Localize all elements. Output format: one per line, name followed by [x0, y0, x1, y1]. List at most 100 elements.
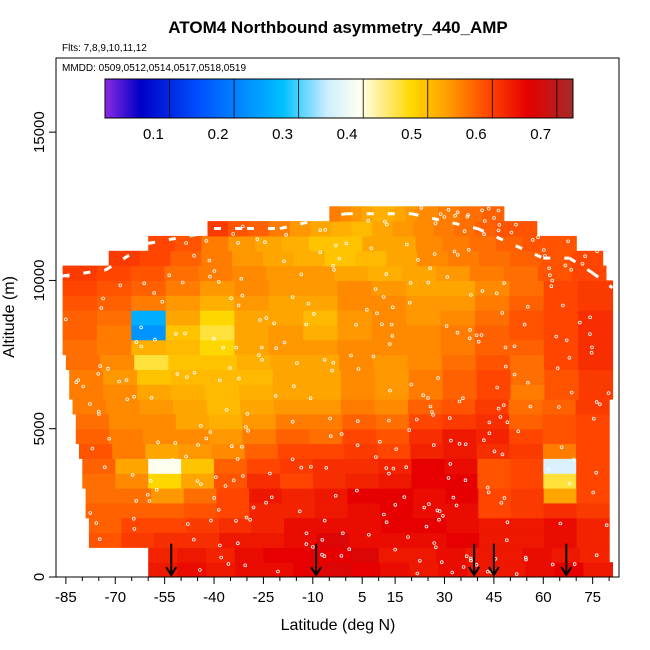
- sample-marker: [390, 334, 395, 338]
- sample-marker: [431, 443, 436, 447]
- heatmap-cell: [202, 354, 238, 370]
- heatmap-cell: [316, 517, 350, 534]
- heatmap-cell: [238, 369, 274, 385]
- heatmap-cell: [408, 369, 444, 385]
- sample-marker: [212, 336, 216, 341]
- sample-marker: [297, 509, 302, 514]
- heatmap-cell: [477, 458, 511, 474]
- sample-marker: [175, 372, 180, 376]
- sample-marker: [502, 281, 506, 285]
- heatmap-cell: [72, 399, 107, 415]
- sample-marker: [550, 278, 554, 283]
- heatmap-cell: [165, 295, 201, 311]
- heatmap-cell: [300, 265, 335, 281]
- heatmap-cell: [175, 428, 210, 445]
- heatmap-cell: [511, 532, 545, 548]
- sample-marker: [328, 416, 332, 421]
- sample-marker: [96, 409, 101, 414]
- heatmap-cell: [281, 235, 310, 252]
- heatmap-cell: [578, 280, 614, 296]
- sample-marker: [76, 378, 80, 383]
- heatmap-cell: [475, 280, 510, 296]
- y-axis: 0 5000 10000 15000: [31, 111, 56, 581]
- heatmap-cell: [62, 280, 98, 296]
- sample-marker: [595, 249, 599, 254]
- heatmap-cell: [381, 532, 415, 548]
- sample-marker: [152, 291, 157, 295]
- sample-marker: [561, 303, 565, 308]
- heatmap-cell: [142, 428, 177, 445]
- sample-marker: [139, 344, 144, 349]
- heatmap-cell: [214, 473, 248, 489]
- sample-marker: [192, 537, 196, 542]
- heatmap-cell: [504, 265, 539, 281]
- x-tick-label: -40: [203, 589, 225, 606]
- heatmap-cell: [509, 339, 545, 356]
- heatmap-cell: [388, 235, 417, 252]
- sample-marker: [402, 495, 407, 499]
- sample-marker: [512, 372, 517, 377]
- x-tick-label: -70: [104, 589, 126, 606]
- sample-marker: [604, 523, 609, 527]
- sample-marker: [394, 447, 399, 451]
- sample-marker: [447, 416, 452, 420]
- heatmap-cell: [446, 517, 480, 534]
- sample-marker: [304, 322, 309, 327]
- heatmap-cell: [268, 310, 304, 326]
- heatmap-cell: [445, 488, 479, 504]
- heatmap-cell: [334, 265, 369, 281]
- heatmap-cell: [181, 458, 215, 474]
- heatmap-cell: [234, 339, 270, 356]
- heatmap-cell: [380, 562, 410, 577]
- heatmap-cell: [509, 280, 545, 296]
- sample-marker: [99, 306, 104, 310]
- sample-marker: [339, 553, 344, 558]
- heatmap-cell: [209, 413, 243, 430]
- sample-marker: [312, 312, 316, 316]
- heatmap-cell: [407, 399, 442, 415]
- heatmap-cell: [200, 339, 235, 356]
- sample-marker: [241, 224, 245, 229]
- sample-marker: [142, 281, 147, 286]
- heatmap-cell: [371, 324, 407, 341]
- heatmap-cell: [148, 235, 176, 252]
- sample-marker: [118, 283, 123, 288]
- sample-marker: [426, 396, 430, 400]
- heatmap-cell: [337, 339, 373, 356]
- sample-marker: [438, 212, 443, 216]
- heatmap-cell: [448, 250, 480, 267]
- sample-marker: [439, 560, 444, 564]
- heatmap-cell: [306, 384, 342, 400]
- sample-marker: [417, 558, 422, 563]
- sample-marker: [391, 466, 396, 471]
- heatmap-cell: [96, 324, 132, 341]
- sample-marker: [566, 239, 570, 244]
- heatmap-cell: [139, 250, 171, 267]
- heatmap-cell: [412, 488, 447, 504]
- heatmap-cell: [277, 443, 312, 459]
- sample-marker: [480, 208, 485, 213]
- sample-marker: [375, 311, 379, 316]
- sample-marker: [295, 361, 299, 365]
- sample-marker: [304, 542, 309, 546]
- heatmap-cell: [337, 324, 373, 341]
- heatmap-cell: [96, 339, 132, 356]
- heatmap-cell: [279, 458, 314, 474]
- heatmap-cell: [542, 413, 577, 430]
- heatmap-cell: [544, 532, 578, 548]
- heatmap-cell: [103, 384, 138, 400]
- sample-marker: [387, 418, 391, 423]
- heatmap-cell: [478, 488, 512, 504]
- sample-marker: [106, 366, 110, 371]
- sample-marker: [214, 475, 218, 480]
- sample-marker: [406, 535, 410, 539]
- sample-marker: [208, 274, 212, 279]
- sample-marker: [547, 266, 551, 271]
- sample-marker: [590, 345, 594, 350]
- heatmap-cell: [121, 532, 155, 548]
- sample-marker: [204, 239, 209, 243]
- heatmap-cell: [232, 250, 264, 267]
- sample-marker: [440, 513, 445, 518]
- sample-marker: [526, 380, 530, 385]
- heatmap-cell: [205, 384, 240, 400]
